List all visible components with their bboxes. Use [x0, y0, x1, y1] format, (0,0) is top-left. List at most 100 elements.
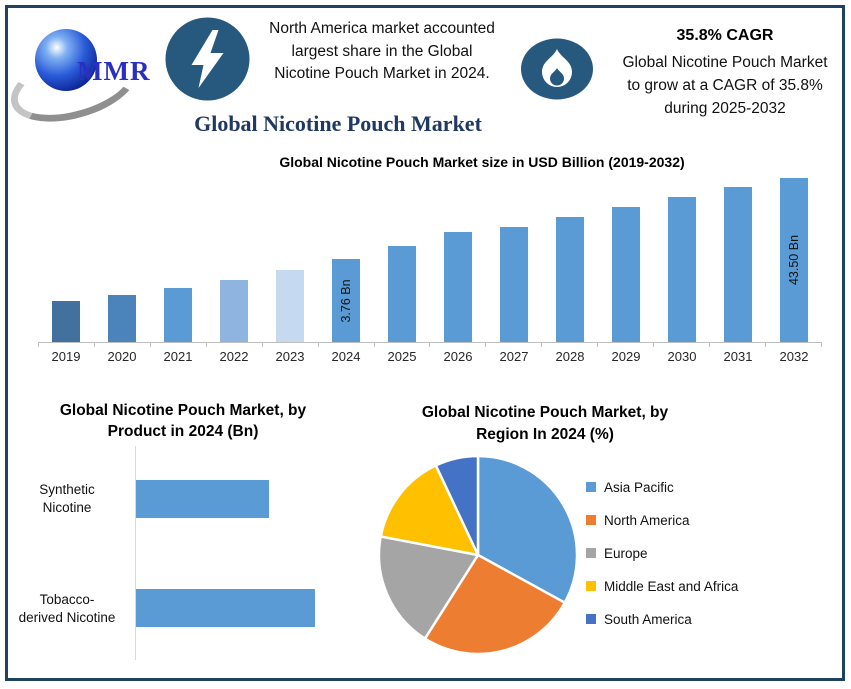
legend-label-south-america: South America — [604, 611, 692, 627]
legend-swatch-north-america — [586, 515, 596, 525]
bar-2029 — [612, 207, 640, 342]
tick-2021 — [151, 343, 207, 347]
x-label-2027: 2027 — [499, 349, 529, 364]
tick-2019 — [38, 343, 95, 347]
product-chart-title: Global Nicotine Pouch Market, by Product… — [28, 400, 338, 442]
product-bar-tobacco-derived-nicotine — [136, 589, 315, 627]
bar-slot-2026 — [430, 170, 486, 342]
market-size-chart-title: Global Nicotine Pouch Market size in USD… — [279, 154, 685, 170]
bar-2026 — [444, 232, 472, 342]
tick-2020 — [95, 343, 151, 347]
bar-2028 — [556, 217, 584, 342]
tick-2025 — [375, 343, 431, 347]
product-chart-title-line-2: Product in 2024 (Bn) — [107, 423, 259, 440]
cagr-line-3: during 2025-2032 — [664, 100, 786, 117]
region-chart-title-line-2: Region In 2024 (%) — [476, 426, 614, 443]
tick-2028 — [542, 343, 599, 347]
bar-slot-2020 — [94, 170, 150, 342]
bar-2022 — [220, 280, 248, 342]
bar-2031 — [724, 187, 752, 342]
cagr-headline: 35.8% CAGR — [676, 27, 774, 44]
tick-2031 — [710, 343, 766, 347]
tick-2029 — [598, 343, 655, 347]
legend-swatch-middle-east-and-africa — [586, 581, 596, 591]
flame-icon — [521, 38, 593, 100]
x-label-2023: 2023 — [275, 349, 305, 364]
x-axis-ticks — [38, 343, 822, 347]
bar-2027 — [500, 227, 528, 342]
x-label-2019: 2019 — [51, 349, 81, 364]
x-label-2026: 2026 — [443, 349, 473, 364]
x-label-2029: 2029 — [611, 349, 641, 364]
legend-item-south-america: South America — [586, 609, 738, 629]
legend-swatch-europe — [586, 548, 596, 558]
x-label-2031: 2031 — [723, 349, 753, 364]
bar-2025 — [388, 246, 416, 342]
bar-2020 — [108, 295, 136, 342]
region-legend: Asia Pacific North America Europe Middle Ea… — [586, 477, 738, 629]
tick-2024 — [319, 343, 375, 347]
bar-slot-2019 — [38, 170, 94, 342]
highlight-text: North America market accounted largest s… — [254, 18, 510, 86]
x-label-2025: 2025 — [387, 349, 417, 364]
market-size-bar-chart: 3.76 Bn 43.50 Bn — [38, 170, 822, 342]
bar-slot-2021 — [150, 170, 206, 342]
bar-slot-2022 — [206, 170, 262, 342]
bar-slot-2029 — [598, 170, 654, 342]
data-label-2024: 3.76 Bn — [339, 278, 353, 323]
pie-slice-middle-east-and-africa — [379, 464, 480, 557]
bar-slot-2030 — [654, 170, 710, 342]
legend-label-europe: Europe — [604, 545, 648, 561]
legend-label-asia-pacific: Asia Pacific — [604, 479, 674, 495]
product-label-line: Nicotine — [42, 500, 92, 515]
cagr-block: 35.8% CAGR Global Nicotine Pouch Market … — [600, 24, 850, 120]
legend-swatch-south-america — [586, 614, 596, 624]
page-title: Global Nicotine Pouch Market — [194, 111, 482, 136]
lightning-icon — [165, 17, 250, 101]
page-border-frame: MMR North America market accounted large… — [2, 5, 846, 681]
legend-item-middle-east-and-africa: Middle East and Africa — [586, 576, 738, 596]
region-pie — [377, 454, 579, 656]
highlight-line-3: Nicotine Pouch Market in 2024. — [274, 65, 490, 82]
legend-item-europe: Europe — [586, 543, 738, 563]
product-label-line: Synthetic — [39, 482, 95, 497]
region-chart-title-line-1: Global Nicotine Pouch Market, by — [421, 404, 669, 421]
tick-2023 — [263, 343, 319, 347]
product-y-axis-line — [135, 446, 136, 660]
data-label-2032: 43.50 Bn — [787, 234, 801, 286]
product-bar-synthetic-nicotine — [136, 480, 269, 518]
mmr-logo: MMR — [2, 20, 165, 135]
x-label-2020: 2020 — [107, 349, 137, 364]
legend-label-north-america: North America — [604, 512, 690, 528]
bar-2021 — [164, 288, 192, 342]
tick-2027 — [486, 343, 543, 347]
globe-icon — [35, 29, 97, 91]
bar-2024: 3.76 Bn — [332, 259, 360, 342]
region-pie-chart: Global Nicotine Pouch Market, by Region … — [368, 388, 846, 676]
cagr-line-1: Global Nicotine Pouch Market — [622, 54, 828, 71]
product-label-tobacco-derived-nicotine: Tobacco-derived Nicotine — [8, 591, 126, 627]
cagr-line-2: to grow at a CAGR of 35.8% — [627, 77, 823, 94]
region-chart-title: Global Nicotine Pouch Market, by Region … — [385, 402, 705, 446]
legend-item-asia-pacific: Asia Pacific — [586, 477, 738, 497]
bar-2032: 43.50 Bn — [780, 178, 808, 342]
product-label-synthetic-nicotine: Synthetic Nicotine — [8, 481, 126, 517]
x-label-2022: 2022 — [219, 349, 249, 364]
pie-slice-south-america — [434, 454, 480, 557]
bar-slot-2031 — [710, 170, 766, 342]
tick-2030 — [654, 343, 711, 347]
pie-slice-europe — [377, 535, 480, 640]
bar-slot-2023 — [262, 170, 318, 342]
bar-slot-2032: 43.50 Bn — [766, 170, 822, 342]
product-label-line: Tobacco- — [39, 591, 95, 607]
x-label-2030: 2030 — [667, 349, 697, 364]
product-bar-chart: Global Nicotine Pouch Market, by Product… — [8, 388, 358, 676]
bar-slot-2027 — [486, 170, 542, 342]
tick-2022 — [207, 343, 263, 347]
pie-slice-asia-pacific — [476, 454, 579, 604]
legend-item-north-america: North America — [586, 510, 738, 530]
x-label-2024: 2024 — [331, 349, 361, 364]
bar-2019 — [52, 301, 80, 342]
bar-slot-2028 — [542, 170, 598, 342]
x-label-2032: 2032 — [779, 349, 809, 364]
